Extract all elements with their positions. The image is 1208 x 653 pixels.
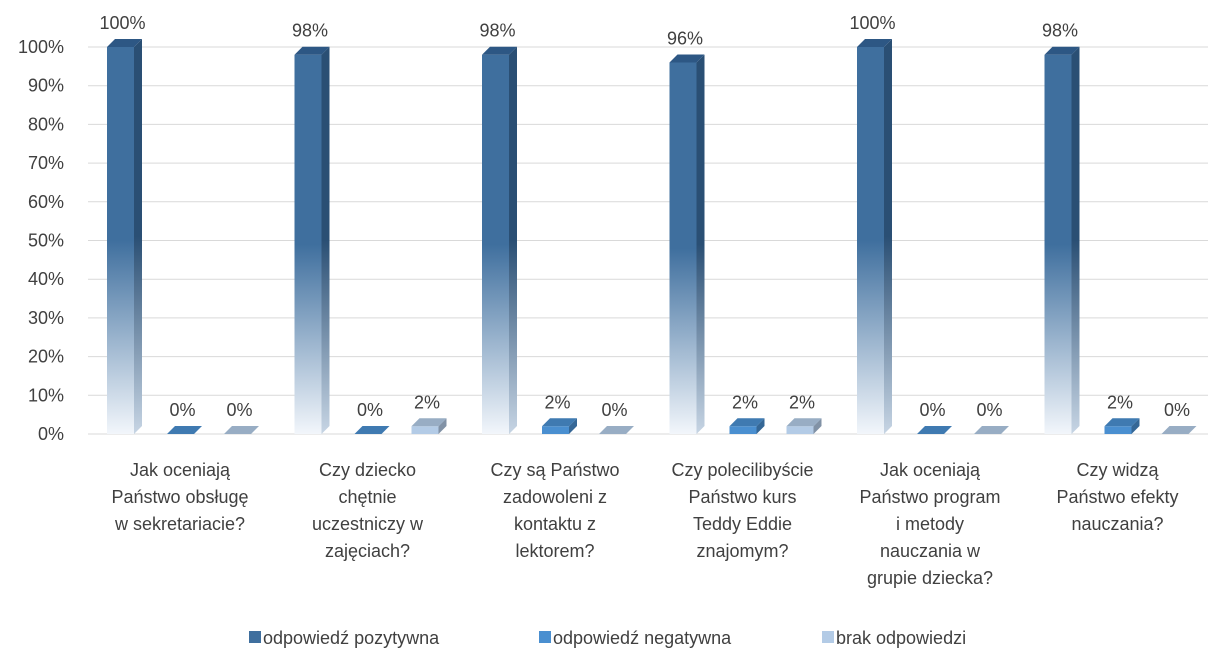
legend-item: odpowiedź negatywna [539, 628, 732, 648]
legend-swatch [822, 631, 834, 643]
bar-positive [482, 46, 517, 435]
legend-item: odpowiedź pozytywna [249, 628, 440, 648]
bar-no-answer [1161, 426, 1197, 434]
legend-label: odpowiedź pozytywna [263, 628, 440, 648]
bar-negative [167, 426, 202, 434]
y-tick-label: 0% [38, 424, 64, 444]
y-tick-label: 60% [28, 192, 64, 212]
data-label: 0% [919, 400, 945, 420]
data-label: 0% [169, 400, 195, 420]
data-label: 0% [226, 400, 252, 420]
data-label: 0% [1164, 400, 1190, 420]
x-category-label: Czy są Państwo zadowoleni z kontaktu z lekt… [490, 460, 619, 561]
bar-no-answer [786, 418, 822, 434]
bar-no-answer [411, 418, 447, 434]
y-tick-label: 10% [28, 385, 64, 405]
data-label: 0% [976, 400, 1002, 420]
bar-positive [107, 39, 142, 434]
data-label: 98% [292, 21, 328, 41]
data-label: 0% [601, 400, 627, 420]
data-label: 2% [732, 392, 758, 412]
y-tick-label: 30% [28, 308, 64, 328]
data-label: 2% [1107, 392, 1133, 412]
bar-positive [857, 39, 892, 434]
data-label: 96% [667, 28, 703, 48]
y-tick-label: 100% [18, 37, 64, 57]
data-label: 100% [849, 13, 895, 33]
x-category-label: Jak oceniają Państwo obsługę w sekretariac… [111, 460, 248, 534]
bar-negative [917, 426, 952, 434]
bar-negative [1104, 418, 1140, 434]
bar-no-answer [224, 426, 259, 434]
y-tick-label: 50% [28, 231, 64, 251]
legend-label: brak odpowiedzi [836, 628, 966, 648]
y-tick-label: 20% [28, 347, 64, 367]
bar-negative [729, 418, 765, 434]
x-category-label: Czy widzą Państwo efekty nauczania? [1056, 460, 1178, 534]
data-label: 2% [789, 392, 815, 412]
bar-positive [1044, 46, 1080, 435]
data-label: 98% [1042, 21, 1078, 41]
y-tick-label: 70% [28, 153, 64, 173]
y-tick-label: 90% [28, 76, 64, 96]
data-label: 98% [479, 21, 515, 41]
legend-swatch [539, 631, 551, 643]
x-category-label: Jak oceniają Państwo program i metody naucz… [859, 460, 1000, 588]
bar-negative [542, 418, 577, 434]
bar-positive [294, 46, 330, 435]
legend-swatch [249, 631, 261, 643]
bar-positive [669, 54, 705, 434]
x-category-label: Czy polecilibyście Państwo kurs Teddy Eddi… [671, 460, 813, 561]
data-label: 2% [544, 392, 570, 412]
legend-item: brak odpowiedzi [822, 628, 966, 648]
bar-negative [354, 426, 390, 434]
y-tick-label: 40% [28, 269, 64, 289]
bar-no-answer [974, 426, 1009, 434]
y-tick-label: 80% [28, 114, 64, 134]
legend-label: odpowiedź negatywna [553, 628, 732, 648]
data-label: 2% [414, 392, 440, 412]
data-label: 100% [99, 13, 145, 33]
bar-no-answer [599, 426, 634, 434]
x-category-label: Czy dziecko chętnie uczestniczy w zajęciach… [312, 460, 424, 561]
data-label: 0% [357, 400, 383, 420]
